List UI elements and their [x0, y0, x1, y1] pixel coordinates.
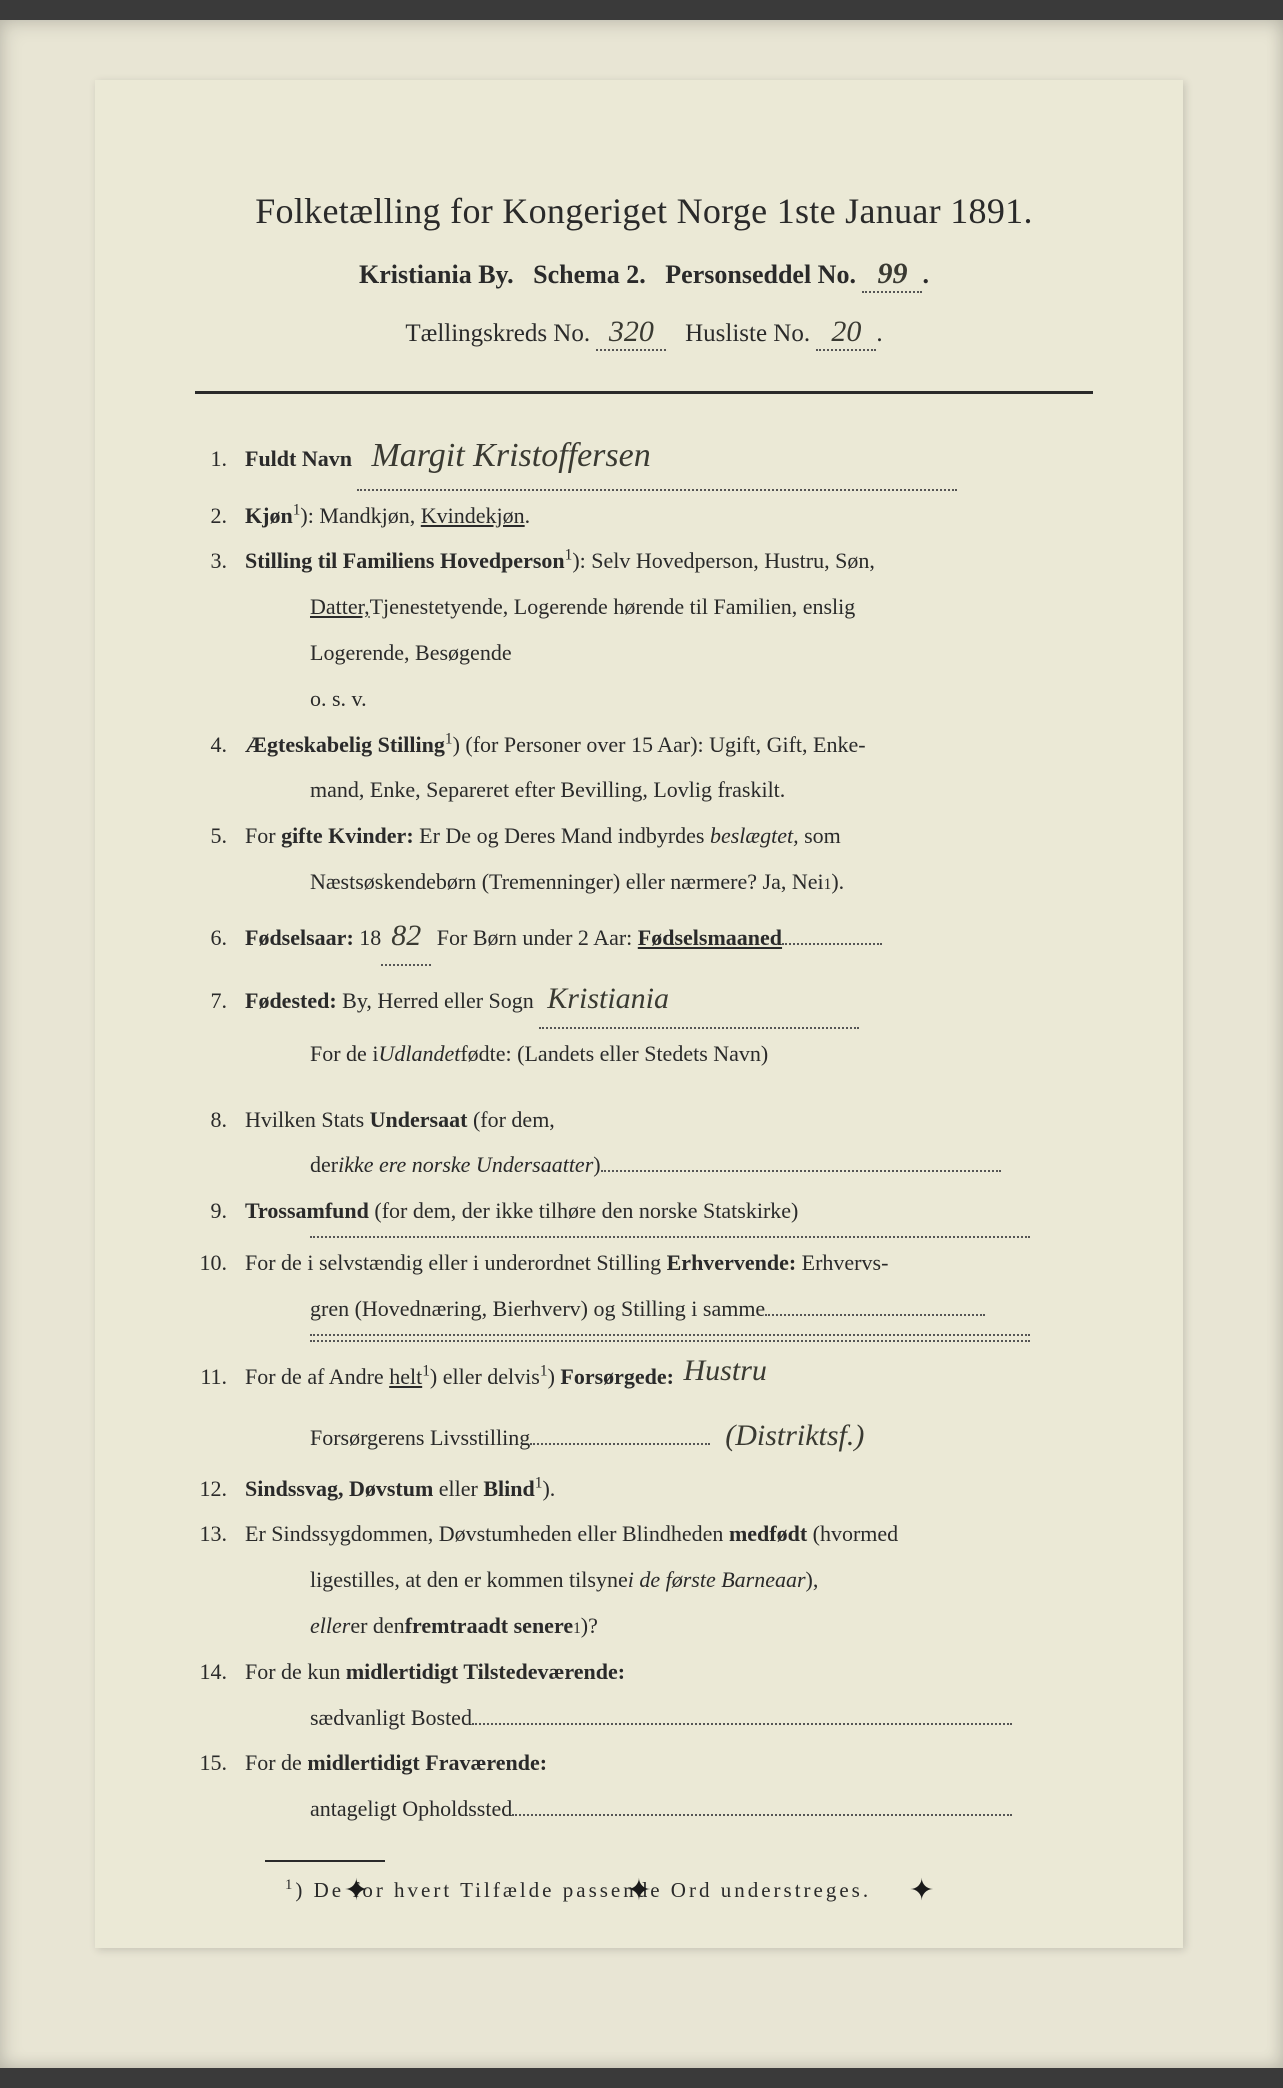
q10-line3	[195, 1334, 1093, 1336]
q14-line2: sædvanligt Bosted	[195, 1697, 1093, 1739]
q5-num: 5.	[195, 815, 245, 857]
q8-label: Undersaat	[370, 1107, 468, 1132]
q3-line1: Selv Hovedperson, Hustru, Søn,	[591, 548, 875, 573]
husliste-label: Husliste No.	[685, 320, 810, 347]
q11-num: 11.	[195, 1356, 245, 1398]
q10-num: 10.	[195, 1242, 245, 1284]
q4-line2: mand, Enke, Separeret efter Bevilling, L…	[195, 769, 1093, 811]
q3-row: 3. Stilling til Familiens Hovedperson1):…	[195, 540, 1093, 582]
q12-row: 12. Sindssvag, Døvstum eller Blind1).	[195, 1468, 1093, 1510]
q14-num: 14.	[195, 1651, 245, 1693]
q10-row: 10. For de i selvstændig eller i underor…	[195, 1242, 1093, 1284]
dot-icon: ✦	[626, 1873, 651, 1908]
footnote-rule	[265, 1860, 385, 1862]
q6-row: 6. Fødselsaar: 1882 For Børn under 2 Aar…	[195, 907, 1093, 966]
q13-line2: ligestilles, at den er kommen tilsyne i …	[195, 1559, 1093, 1601]
q8-line2: der ikke ere norske Undersaatter)	[195, 1144, 1093, 1186]
q3-line2: Datter, Tjenestetyende, Logerende hørend…	[195, 586, 1093, 628]
q7-line2: For de i Udlandet fødte: (Landets eller …	[195, 1033, 1093, 1075]
q1-num: 1.	[195, 438, 245, 480]
q9-line2	[195, 1236, 1093, 1238]
q7-row: 7. Fødested: By, Herred eller Sogn Krist…	[195, 970, 1093, 1029]
husliste-no: 20	[827, 315, 865, 349]
scan-dots: ✦ ✦ ✦	[95, 1873, 1183, 1908]
q11-value2: (Distriktsf.)	[721, 1407, 868, 1464]
q1-row: 1. Fuldt Navn Margit Kristoffersen	[195, 424, 1093, 491]
q11-label: Forsørgede:	[560, 1364, 674, 1389]
q2-row: 2. Kjøn1): Mandkjøn, Kvindekjøn.	[195, 495, 1093, 537]
q9-row: 9. Trossamfund (for dem, der ikke tilhør…	[195, 1190, 1093, 1232]
q11-row: 11. For de af Andre helt1) eller delvis1…	[195, 1346, 1093, 1403]
q4-label: Ægteskabelig Stilling	[245, 732, 445, 757]
dot-icon: ✦	[344, 1873, 369, 1908]
page-outer: Folketælling for Kongeriget Norge 1ste J…	[0, 20, 1283, 2068]
q7-value: Kristiania	[543, 970, 673, 1027]
header-divider	[195, 391, 1093, 394]
q8-num: 8.	[195, 1099, 245, 1141]
q3-line4: o. s. v.	[195, 678, 1093, 720]
q15-line2: antageligt Opholdssted	[195, 1788, 1093, 1830]
q4-row: 4. Ægteskabelig Stilling1) (for Personer…	[195, 724, 1093, 766]
q12-label: Sindssvag, Døvstum	[245, 1476, 433, 1501]
q2-selected: Kvindekjøn	[421, 503, 525, 528]
q9-num: 9.	[195, 1190, 245, 1232]
main-title: Folketælling for Kongeriget Norge 1ste J…	[195, 190, 1093, 232]
q3-num: 3.	[195, 540, 245, 582]
census-form: Folketælling for Kongeriget Norge 1ste J…	[95, 80, 1183, 1948]
q6-year: 82	[387, 907, 425, 964]
q3-datter: Datter,	[310, 586, 370, 628]
taellingskreds-no: 320	[605, 315, 658, 349]
q8-row: 8. Hvilken Stats Undersaat (for dem,	[195, 1099, 1093, 1141]
q10-line4	[195, 1340, 1093, 1342]
q15-label: midlertidigt Fraværende:	[307, 1750, 547, 1775]
q13-row: 13. Er Sindssygdommen, Døvstumheden elle…	[195, 1513, 1093, 1555]
q11-value: Hustru	[680, 1342, 771, 1399]
subtitle-line: Kristiania By. Schema 2. Personseddel No…	[195, 257, 1093, 293]
q1-value: Margit Kristoffersen	[367, 424, 654, 489]
q1-label: Fuldt Navn	[245, 446, 352, 471]
taellingskreds-label: Tællingskreds No.	[405, 320, 590, 347]
city: Kristiania By.	[359, 260, 514, 289]
subtitle2-line: Tællingskreds No. 320 Husliste No. 20.	[195, 315, 1093, 351]
q9-label: Trossamfund	[245, 1198, 369, 1223]
q5-row: 5. For gifte Kvinder: Er De og Deres Man…	[195, 815, 1093, 857]
q5-label: gifte Kvinder:	[281, 823, 414, 848]
schema: Schema 2.	[533, 260, 646, 289]
personseddel-label: Personseddel No.	[665, 260, 856, 289]
q7-label: Fødested:	[245, 988, 337, 1013]
q13-num: 13.	[195, 1513, 245, 1555]
q10-line2: gren (Hovednæring, Bierhverv) og Stillin…	[195, 1288, 1093, 1330]
q3-line3: Logerende, Besøgende	[195, 632, 1093, 674]
q6-label: Fødselsaar:	[245, 925, 354, 950]
q13-line3: eller er den fremtraadt senere1)?	[195, 1605, 1093, 1647]
q14-label: midlertidigt Tilstedeværende:	[346, 1659, 625, 1684]
q6-label2: Fødselsmaaned	[638, 925, 782, 950]
q14-row: 14. For de kun midlertidigt Tilstedevære…	[195, 1651, 1093, 1693]
personseddel-no: 99	[873, 257, 911, 291]
q3-label: Stilling til Familiens Hovedperson	[245, 548, 565, 573]
q2-label: Kjøn	[245, 503, 293, 528]
q5-line2: Næstsøskendebørn (Tremenninger) eller næ…	[195, 861, 1093, 903]
q15-num: 15.	[195, 1742, 245, 1784]
q4-num: 4.	[195, 724, 245, 766]
q10-label: Erhvervende:	[667, 1250, 797, 1275]
q15-row: 15. For de midlertidigt Fraværende:	[195, 1742, 1093, 1784]
q12-num: 12.	[195, 1468, 245, 1510]
q11-line2: Forsørgerens Livsstilling (Distriktsf.)	[195, 1407, 1093, 1464]
q2-num: 2.	[195, 495, 245, 537]
dot-icon: ✦	[909, 1873, 934, 1908]
q7-num: 7.	[195, 980, 245, 1022]
q6-num: 6.	[195, 917, 245, 959]
